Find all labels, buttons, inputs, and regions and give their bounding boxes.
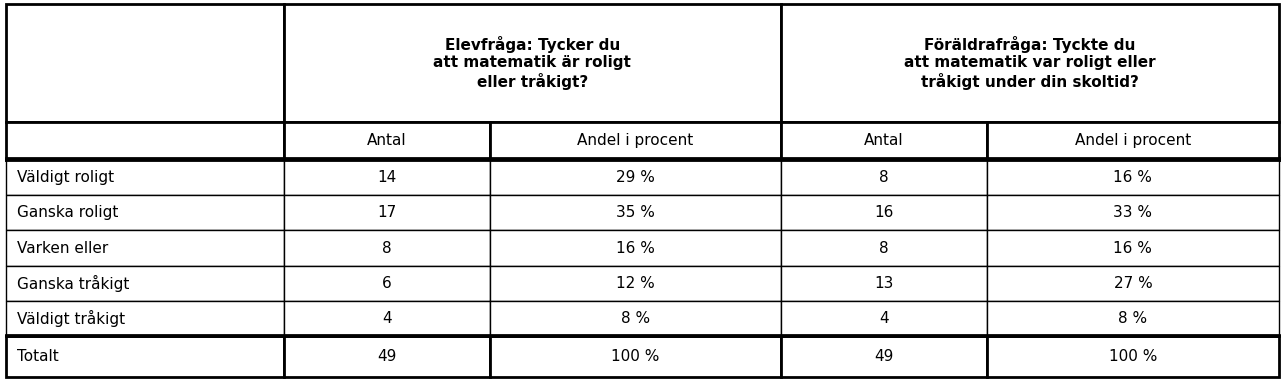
Bar bbox=[490, 231, 781, 266]
Bar bbox=[6, 4, 284, 122]
Bar bbox=[781, 336, 987, 377]
Text: 4: 4 bbox=[382, 311, 392, 326]
Bar bbox=[781, 195, 987, 231]
Text: Ganska tråkigt: Ganska tråkigt bbox=[17, 275, 128, 292]
Bar bbox=[781, 122, 987, 160]
Text: 8: 8 bbox=[879, 240, 889, 256]
Bar bbox=[781, 160, 987, 195]
Bar bbox=[781, 266, 987, 301]
Text: Väldigt tråkigt: Väldigt tråkigt bbox=[17, 310, 125, 327]
Text: Ganska roligt: Ganska roligt bbox=[17, 205, 118, 220]
Bar bbox=[490, 301, 781, 336]
Bar bbox=[490, 160, 781, 195]
Bar bbox=[284, 301, 490, 336]
Text: 12 %: 12 % bbox=[616, 276, 655, 291]
Bar bbox=[987, 266, 1279, 301]
Text: Andel i procent: Andel i procent bbox=[1074, 133, 1191, 149]
Text: Andel i procent: Andel i procent bbox=[577, 133, 694, 149]
Text: 8: 8 bbox=[382, 240, 392, 256]
Text: 49: 49 bbox=[875, 349, 894, 364]
Bar bbox=[781, 301, 987, 336]
Text: 35 %: 35 % bbox=[616, 205, 655, 220]
Text: 16 %: 16 % bbox=[1113, 170, 1153, 185]
Bar bbox=[284, 231, 490, 266]
Bar bbox=[781, 4, 1279, 122]
Bar bbox=[284, 336, 490, 377]
Bar bbox=[284, 195, 490, 231]
Bar bbox=[6, 301, 284, 336]
Text: 8: 8 bbox=[879, 170, 889, 185]
Text: 8 %: 8 % bbox=[1118, 311, 1148, 326]
Bar bbox=[490, 195, 781, 231]
Text: 16: 16 bbox=[875, 205, 894, 220]
Text: 100 %: 100 % bbox=[1109, 349, 1156, 364]
Text: 100 %: 100 % bbox=[612, 349, 659, 364]
Text: 13: 13 bbox=[875, 276, 894, 291]
Bar bbox=[781, 231, 987, 266]
Bar bbox=[6, 122, 284, 160]
Text: 16 %: 16 % bbox=[616, 240, 655, 256]
Bar bbox=[284, 160, 490, 195]
Bar bbox=[490, 122, 781, 160]
Text: Varken eller: Varken eller bbox=[17, 240, 108, 256]
Text: Antal: Antal bbox=[366, 133, 406, 149]
Text: 33 %: 33 % bbox=[1113, 205, 1153, 220]
Bar bbox=[6, 195, 284, 231]
Bar bbox=[987, 122, 1279, 160]
Text: 6: 6 bbox=[382, 276, 392, 291]
Text: Elevfråga: Tycker du
att matematik är roligt
eller tråkigt?: Elevfråga: Tycker du att matematik är ro… bbox=[433, 36, 631, 90]
Bar bbox=[6, 336, 284, 377]
Text: 4: 4 bbox=[879, 311, 889, 326]
Bar bbox=[987, 160, 1279, 195]
Bar bbox=[6, 266, 284, 301]
Bar bbox=[284, 122, 490, 160]
Text: 17: 17 bbox=[377, 205, 396, 220]
Bar bbox=[987, 195, 1279, 231]
Text: 14: 14 bbox=[377, 170, 396, 185]
Bar bbox=[987, 231, 1279, 266]
Text: 27 %: 27 % bbox=[1114, 276, 1153, 291]
Text: Totalt: Totalt bbox=[17, 349, 58, 364]
Text: Föräldrafråga: Tyckte du
att matematik var roligt eller
tråkigt under din skolti: Föräldrafråga: Tyckte du att matematik v… bbox=[905, 36, 1155, 90]
Bar bbox=[284, 4, 781, 122]
Text: Väldigt roligt: Väldigt roligt bbox=[17, 170, 114, 185]
Bar bbox=[6, 160, 284, 195]
Bar bbox=[987, 336, 1279, 377]
Text: 49: 49 bbox=[377, 349, 396, 364]
Text: Antal: Antal bbox=[865, 133, 903, 149]
Text: 16 %: 16 % bbox=[1113, 240, 1153, 256]
Bar bbox=[490, 266, 781, 301]
Text: 29 %: 29 % bbox=[616, 170, 655, 185]
Bar bbox=[490, 336, 781, 377]
Bar bbox=[284, 266, 490, 301]
Bar bbox=[987, 301, 1279, 336]
Bar bbox=[6, 231, 284, 266]
Text: 8 %: 8 % bbox=[621, 311, 650, 326]
